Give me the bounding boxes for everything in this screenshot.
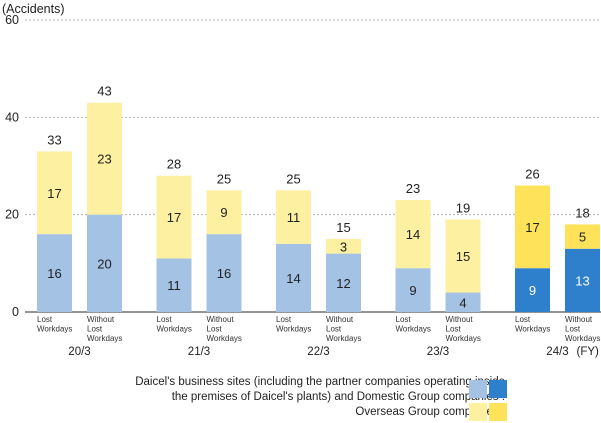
bar-sublabel: Lost [87,325,103,334]
bar-sublabel: Workdays [396,325,431,334]
category-label: 21/3 [188,346,210,358]
data-label-domestic: 11 [167,278,181,293]
bar-sublabel: Lost [276,315,292,324]
data-label-domestic: 12 [336,276,350,291]
legend-domestic-line2: the premises of Daicel's plants) and Dom… [171,391,505,403]
legend-overseas-label: Overseas Group companies : [355,406,505,418]
category-label: 20/3 [68,346,90,358]
bar-segment-domestic [395,268,431,312]
data-label-domestic: 9 [529,283,536,298]
bar-sublabel: Workdays [565,334,600,343]
data-label-overseas: 14 [406,227,420,242]
bar-sublabel: Lost [515,315,531,324]
data-label-overseas: 23 [97,152,111,167]
data-label-overseas: 17 [525,220,539,235]
bar-sublabel: Lost [37,315,53,324]
legend-domestic: Daicel's business sites (including the p… [135,375,505,405]
bar-segment-overseas [326,239,361,254]
bar-sublabel: Lost [207,325,223,334]
data-label-total: 28 [167,157,181,172]
bar-segment-domestic [515,268,550,312]
bar-segment-overseas [276,190,311,244]
data-label-domestic: 14 [286,271,300,286]
legend-swatch-overseas-light [469,403,487,421]
bar-sublabel: Without [326,315,354,324]
bar-sublabel: Lost [565,325,581,334]
bar-segment-overseas [87,102,122,215]
bar-segment-overseas [395,200,431,269]
bar-sublabel: Workdays [326,334,361,343]
category-label: 24/3 [546,346,568,358]
bar-sublabel: Workdays [276,325,311,334]
bar-segment-domestic [565,248,600,312]
legend-swatch-domestic-light [469,380,487,398]
y-tick-label: 0 [12,305,19,319]
data-label-total: 25 [217,171,231,186]
data-label-total: 25 [286,171,300,186]
data-label-total: 18 [575,205,589,220]
bar-segment-overseas [206,190,242,235]
bar-sublabel: Workdays [446,334,481,343]
bar-sublabel: Workdays [37,325,72,334]
label-layer: (Accidents)0204060161733LostWorkdays2023… [2,2,600,358]
bar-sublabel: Lost [396,315,412,324]
bar-sublabel: Without [207,315,235,324]
data-label-domestic: 16 [47,266,61,281]
bar-sublabel: Without [565,315,593,324]
data-label-domestic: 4 [459,295,466,310]
y-tick-label: 40 [5,110,19,124]
data-label-total: 23 [406,181,420,196]
bar-segment-domestic [326,253,361,312]
data-label-overseas: 15 [456,249,470,264]
category-label: 22/3 [307,346,329,358]
bar-segment-overseas [445,219,481,293]
data-label-domestic: 9 [409,283,416,298]
bar-segment-domestic [87,214,122,312]
bar-segment-overseas [565,224,600,249]
bar-segment-domestic [445,292,481,312]
bar-segment-overseas [515,185,550,269]
bar-segment-domestic [156,258,192,312]
category-label: 23/3 [427,346,449,358]
legend-swatch-overseas-dark [489,403,507,421]
legend-swatch-domestic-dark [489,380,507,398]
bar-segment-domestic [276,243,311,312]
bar-sublabel: Lost [446,325,462,334]
data-label-total: 15 [336,220,350,235]
data-label-overseas: 11 [287,210,301,225]
data-label-total: 33 [47,132,61,147]
data-label-overseas: 17 [167,210,181,225]
y-tick-label: 20 [5,208,19,222]
y-axis-unit-label: (Accidents) [2,2,65,16]
data-label-domestic: 13 [575,273,589,288]
bar-sublabel: Lost [157,315,173,324]
bar-sublabel: Workdays [207,334,242,343]
bar-segment-domestic [37,234,72,312]
bar-segment-domestic [206,234,242,312]
bar-sublabel: Without [446,315,474,324]
bar-segment-overseas [156,175,192,259]
data-label-domestic: 16 [217,266,231,281]
bar-layer [37,102,600,312]
bar-sublabel: Workdays [157,325,192,334]
legend-overseas: Overseas Group companies : [355,405,505,420]
data-label-overseas: 3 [340,239,347,254]
legend-domestic-line1: Daicel's business sites (including the p… [135,376,505,388]
data-label-overseas: 17 [47,186,61,201]
fiscal-year-suffix: (FY) [577,346,600,358]
y-tick-label: 60 [5,13,19,27]
bar-segment-overseas [37,151,72,235]
bar-sublabel: Workdays [515,325,550,334]
bar-sublabel: Without [87,315,115,324]
bar-sublabel: Lost [326,325,342,334]
data-label-total: 19 [456,201,470,216]
data-label-domestic: 20 [97,256,111,271]
data-label-overseas: 5 [579,230,586,245]
data-label-total: 43 [97,84,111,99]
data-label-total: 26 [525,166,539,181]
data-label-overseas: 9 [220,205,227,220]
bar-sublabel: Workdays [87,334,122,343]
